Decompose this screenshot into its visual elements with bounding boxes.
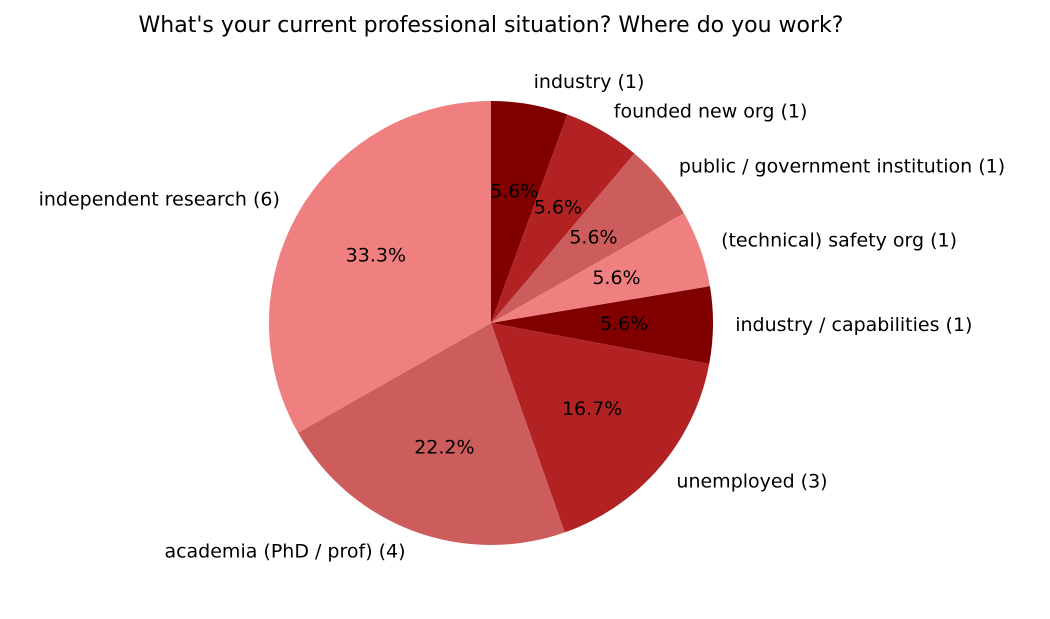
percent-label: 5.6% [490, 180, 538, 202]
pie-slice [491, 286, 714, 364]
slice-label: unemployed (3) [676, 470, 827, 492]
pie-slice [491, 101, 568, 323]
percent-label: 16.7% [562, 398, 622, 420]
percent-label: 5.6% [592, 267, 640, 289]
slice-label: industry / capabilities (1) [735, 314, 972, 336]
pie-slice [491, 213, 710, 323]
pie-slice [491, 114, 635, 324]
percent-label: 5.6% [600, 313, 648, 335]
slice-label: (technical) safety org (1) [721, 230, 957, 252]
pie-slice [268, 101, 491, 433]
percent-label: 5.6% [569, 226, 617, 248]
slice-label: independent research (6) [39, 189, 280, 211]
pie-slice [298, 323, 565, 545]
slice-label: academia (PhD / prof) (4) [164, 540, 405, 562]
percent-label: 5.6% [534, 196, 582, 218]
percent-label: 22.2% [414, 436, 474, 458]
pie-slice [491, 153, 684, 323]
slice-label: public / government institution (1) [679, 156, 1005, 178]
slice-label: industry (1) [534, 71, 645, 93]
chart-title: What's your current professional situati… [139, 13, 844, 38]
pie-slice [491, 323, 710, 533]
percent-label: 33.3% [346, 245, 406, 267]
slice-label: founded new org (1) [614, 100, 808, 122]
